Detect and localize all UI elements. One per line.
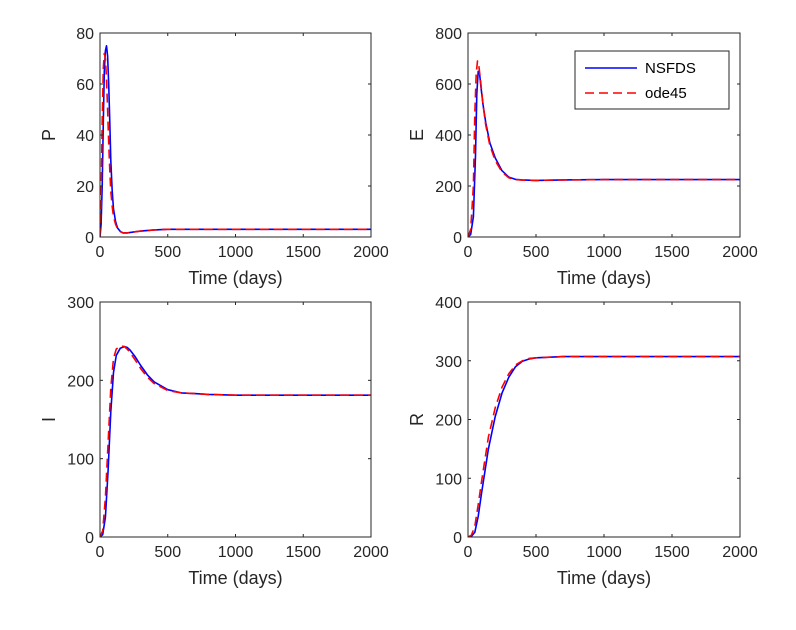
x-tick-label: 1000 — [218, 244, 254, 261]
y-tick-label: 300 — [435, 354, 462, 371]
series-line-nsfds — [100, 345, 371, 537]
x-tick-label: 0 — [96, 544, 105, 561]
y-tick-label: 0 — [85, 530, 94, 547]
axes-frame — [99, 32, 372, 238]
y-tick-label: 60 — [76, 77, 94, 94]
series-line-nsfds — [468, 355, 740, 537]
subplot-p: 0 500 1000 1500 2000 0 20 40 60 80 Time (days) P — [39, 26, 389, 288]
subplot-i: 0 500 1000 1500 2000 0 100 200 300 Time (days) I — [39, 295, 389, 588]
x-tick-label: 1500 — [654, 544, 690, 561]
x-axis-label: Time (days) — [557, 268, 651, 288]
x-tick-label: 2000 — [722, 544, 758, 561]
y-tick-label: 200 — [435, 413, 462, 430]
series-line-ode45 — [468, 355, 740, 537]
legend-label-nsfds: NSFDS — [645, 60, 696, 77]
x-tick-label: 2000 — [722, 244, 758, 261]
y-tick-label: 200 — [67, 373, 94, 390]
x-tick-label: 500 — [523, 544, 550, 561]
x-tick-label: 1500 — [285, 544, 321, 561]
y-tick-label: 800 — [435, 26, 462, 43]
y-tick-label: 600 — [435, 77, 462, 94]
series-group-i — [100, 345, 371, 537]
series-group-r — [468, 355, 740, 537]
subplot-r: 0 500 1000 1500 2000 0 100 200 300 400 Time (days)… — [407, 295, 758, 588]
y-tick-label: 0 — [85, 230, 94, 247]
y-tick-label: 0 — [453, 530, 462, 547]
x-tick-label: 1500 — [285, 244, 321, 261]
x-tick-label: 0 — [464, 244, 473, 261]
legend: NSFDS ode45 — [574, 50, 730, 110]
y-axis-label: P — [39, 129, 59, 141]
series-group-e — [468, 60, 740, 237]
axes-frame — [99, 301, 372, 538]
x-tick-label: 0 — [96, 244, 105, 261]
x-tick-label: 0 — [464, 544, 473, 561]
y-tick-label: 200 — [435, 179, 462, 196]
y-tick-label: 40 — [76, 128, 94, 145]
series-line-nsfds — [100, 44, 371, 237]
y-tick-label: 400 — [435, 128, 462, 145]
x-axis-label: Time (days) — [557, 568, 651, 588]
series-group-p — [100, 44, 371, 237]
x-tick-label: 1500 — [654, 244, 690, 261]
y-tick-label: 20 — [76, 179, 94, 196]
y-tick-label: 0 — [453, 230, 462, 247]
y-tick-label: 80 — [76, 26, 94, 43]
y-tick-label: 100 — [435, 471, 462, 488]
x-tick-label: 500 — [154, 544, 181, 561]
y-tick-label: 400 — [435, 295, 462, 312]
x-axis-label: Time (days) — [188, 568, 282, 588]
axes-frame — [467, 301, 741, 538]
x-tick-label: 500 — [154, 244, 181, 261]
x-tick-label: 500 — [523, 244, 550, 261]
y-axis-label: E — [407, 129, 427, 141]
y-axis-label: I — [39, 417, 59, 422]
y-tick-label: 300 — [67, 295, 94, 312]
legend-label-ode45: ode45 — [645, 85, 687, 102]
x-axis-label: Time (days) — [188, 268, 282, 288]
x-tick-label: 1000 — [218, 544, 254, 561]
subplot-e: 0 500 1000 1500 2000 0 200 400 600 800 Time (days)… — [407, 26, 758, 288]
x-tick-label: 2000 — [353, 544, 389, 561]
series-line-ode45 — [100, 345, 371, 537]
y-tick-label: 100 — [67, 452, 94, 469]
x-tick-label: 2000 — [353, 244, 389, 261]
legend-box — [574, 50, 730, 110]
x-tick-label: 1000 — [586, 244, 622, 261]
series-line-ode45 — [100, 52, 371, 237]
x-tick-label: 1000 — [586, 544, 622, 561]
y-axis-label: R — [407, 413, 427, 426]
